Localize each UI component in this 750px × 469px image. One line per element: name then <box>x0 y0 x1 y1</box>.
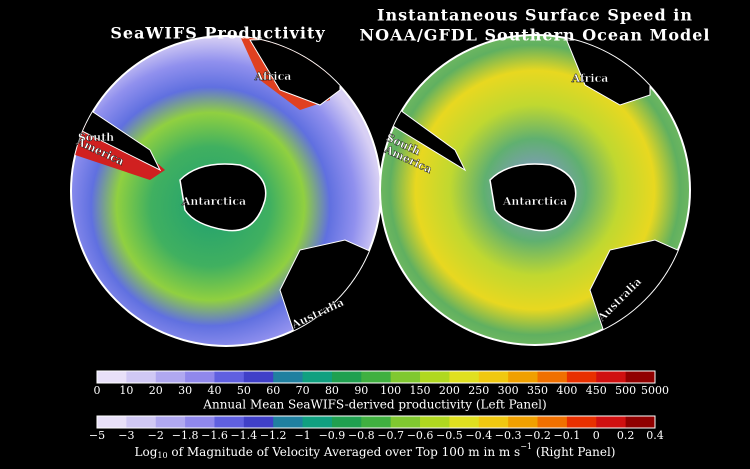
colorbar-caption: Annual Mean SeaWIFS-derived productivity… <box>202 398 546 412</box>
colorbar-segment <box>331 371 362 383</box>
colorbar-tick-label: 50 <box>237 384 251 397</box>
colorbar-tick-label: 80 <box>325 384 339 397</box>
colorbar-segment <box>596 371 627 383</box>
colorbar-segment <box>185 416 215 428</box>
colorbar-tick-label: −0.3 <box>495 429 522 442</box>
colorbar-segment <box>478 416 509 428</box>
caption-part: (Right Panel) <box>532 445 615 459</box>
colorbar-segment <box>420 416 450 428</box>
colorbar-segment <box>97 416 127 428</box>
map-label: Antarctica <box>181 195 246 208</box>
colorbar-segment <box>508 371 539 383</box>
colorbar-tick-label: 200 <box>439 384 460 397</box>
colorbar-tick-label: 60 <box>266 384 280 397</box>
colorbar-tick-label: 90 <box>354 384 368 397</box>
colorbar-tick-label: −0.6 <box>407 429 434 442</box>
colorbar-segment <box>625 416 656 428</box>
colorbar-segment <box>302 371 333 383</box>
colorbar-tick-label: 500 <box>615 384 636 397</box>
map-label: South <box>78 131 114 144</box>
colorbar-segment <box>420 371 450 383</box>
colorbar-tick-label: −0.9 <box>319 429 346 442</box>
left-title: SeaWIFS Productivity <box>110 24 325 43</box>
colorbar-tick-label: 250 <box>468 384 489 397</box>
colorbar-tick-label: 5000 <box>641 384 669 397</box>
colorbar-tick-label: −5 <box>89 429 105 442</box>
right-map <box>379 34 691 346</box>
colorbar-tick-label: −1.4 <box>230 429 257 442</box>
colorbar-tick-label: 400 <box>556 384 577 397</box>
colorbar-tick-label: 70 <box>296 384 310 397</box>
colorbar-tick-label: −1.2 <box>260 429 287 442</box>
colorbar-segment <box>126 416 157 428</box>
colorbar-segment <box>449 416 480 428</box>
map-label: Africa <box>571 72 609 85</box>
colorbar-tick-label: −0.8 <box>348 429 375 442</box>
colorbar-tick-label: −0.5 <box>436 429 463 442</box>
colorbar-segment <box>596 416 627 428</box>
colorbar-segment <box>185 371 215 383</box>
colorbar-tick-label: 0.4 <box>646 429 664 442</box>
colorbar-segment <box>566 416 597 428</box>
colorbar-segment <box>273 416 304 428</box>
colorbar-segment <box>390 371 421 383</box>
colorbar-tick-label: 40 <box>207 384 221 397</box>
colorbar-caption: Log10 of Magnitude of Velocity Averaged … <box>135 442 616 460</box>
colorbar-segment <box>273 371 304 383</box>
colorbar-segment <box>243 416 274 428</box>
colorbar-segment <box>537 416 568 428</box>
colorbar-segment <box>449 371 480 383</box>
map-label: Africa <box>254 70 292 83</box>
colorbar-segment <box>214 416 245 428</box>
right-title: Instantaneous Surface Speed in <box>377 6 693 25</box>
colorbar-tick-label: −0.2 <box>524 429 551 442</box>
colorbar-frame <box>96 370 656 384</box>
colorbar-segment <box>625 371 656 383</box>
colorbar-segment <box>97 371 127 383</box>
colorbar-frame <box>96 415 656 429</box>
caption-part: Log <box>135 445 158 459</box>
colorbar-tick-label: −2 <box>148 429 164 442</box>
colorbar-tick-label: −3 <box>118 429 134 442</box>
colorbar-segment <box>478 371 509 383</box>
right-title: NOAA/GFDL Southern Ocean Model <box>360 26 711 45</box>
colorbar-tick-label: −1 <box>294 429 310 442</box>
colorbar-segment <box>243 371 274 383</box>
colorbar-tick-label: 350 <box>527 384 548 397</box>
colorbar-tick-label: 0.2 <box>617 429 635 442</box>
caption-sup: −1 <box>520 442 532 451</box>
colorbar-tick-label: −0.7 <box>377 429 404 442</box>
colorbar-tick-label: 10 <box>119 384 133 397</box>
colorbar-tick-label: 20 <box>149 384 163 397</box>
colorbar-tick-label: 0 <box>94 384 101 397</box>
colorbar-segment <box>331 416 362 428</box>
colorbar-segment <box>566 371 597 383</box>
colorbar-segment <box>126 371 157 383</box>
caption-sub: 10 <box>157 451 167 460</box>
colorbar-segment <box>155 416 186 428</box>
colorbar-segment <box>508 416 539 428</box>
colorbar-segment <box>361 416 392 428</box>
colorbar-segment <box>214 371 245 383</box>
colorbar-tick-label: 150 <box>410 384 431 397</box>
colorbar-segment <box>302 416 333 428</box>
colorbar-tick-label: −0.1 <box>554 429 581 442</box>
colorbar-segment <box>155 371 186 383</box>
colorbar-tick-label: 30 <box>178 384 192 397</box>
caption-part: of Magnitude of Velocity Averaged over T… <box>168 445 521 459</box>
colorbar-tick-label: 450 <box>586 384 607 397</box>
colorbar-tick-label: 300 <box>498 384 519 397</box>
colorbar-tick-label: 100 <box>380 384 401 397</box>
colorbar-segment <box>361 371 392 383</box>
map-label: Antarctica <box>502 195 567 208</box>
colorbar-tick-label: −1.6 <box>201 429 228 442</box>
colorbar-tick-label: −0.4 <box>465 429 492 442</box>
colorbar-segment <box>390 416 421 428</box>
colorbar-tick-label: 0 <box>593 429 600 442</box>
colorbar-tick-label: −1.8 <box>172 429 199 442</box>
colorbar-segment <box>537 371 568 383</box>
